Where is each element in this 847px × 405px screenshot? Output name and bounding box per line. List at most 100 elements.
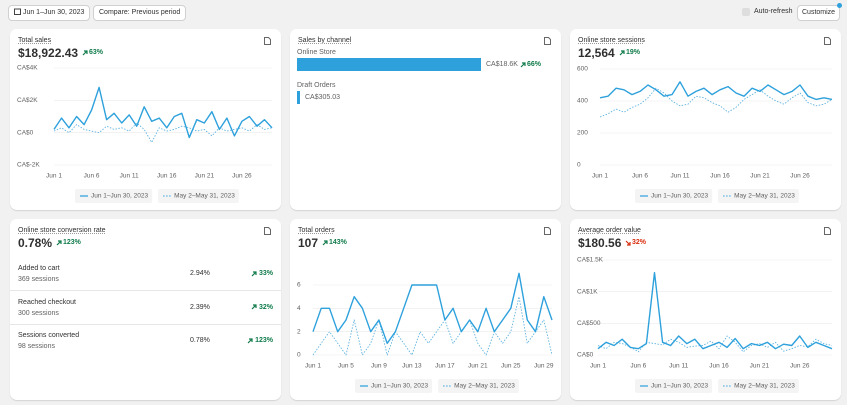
legend-label: May 2–May 31, 2023	[734, 383, 795, 390]
card-change: 32%	[632, 239, 647, 246]
x-tick-label: Jun 26	[790, 363, 810, 370]
row-sessions: 300 sessions	[18, 309, 59, 317]
card-value: $180.56	[578, 236, 622, 250]
row-rate: 2.94%	[190, 270, 210, 277]
date-range-text: Jun 1–Jun 30, 2023	[22, 9, 85, 16]
chart: CA$-2K CA$0 CA$2K CA$4K Jun 1 Jun 6 Jun 11 Jun …	[17, 65, 273, 203]
y-tick-label: 0	[297, 352, 301, 359]
trend-arrow	[251, 304, 257, 310]
trend-arrow	[520, 61, 526, 67]
legend-item: Jun 1–Jun 30, 2023	[75, 189, 153, 203]
channel-value: CA$18.6K	[486, 61, 518, 68]
customize-button[interactable]: Customize	[797, 5, 841, 21]
series-line	[312, 296, 553, 356]
card-title: Average order value	[578, 227, 641, 234]
card-title: Online store conversion rate	[18, 227, 106, 234]
export-icon	[824, 227, 831, 235]
row-label: Added to cart	[18, 265, 60, 272]
y-tick-label: CA$2K	[17, 97, 38, 104]
y-tick-label: CA$1.5K	[577, 257, 604, 264]
legend-item: Jun 1–Jun 30, 2023	[635, 189, 713, 203]
x-tick-label: Jun 9	[371, 363, 387, 370]
card-value: 12,564	[578, 46, 615, 60]
trend-arrow	[82, 50, 88, 56]
channel-bar	[297, 58, 481, 71]
x-tick-label: Jun 17	[435, 363, 455, 370]
card-title: Total orders	[298, 227, 335, 234]
card: Sales by channel Online Store CA$18.6K 66% D…	[290, 29, 561, 210]
legend-label: May 2–May 31, 2023	[454, 383, 515, 390]
trend-arrow	[625, 240, 631, 246]
arrow-shape	[56, 240, 62, 246]
x-tick-label: Jun 16	[710, 173, 730, 180]
chart: 0 200 400 600 Jun 1 Jun 6 Jun 11 Jun 16 Jun 21 Ju…	[577, 66, 833, 203]
export-icon	[544, 37, 551, 45]
x-tick-label: Jun 1	[305, 363, 321, 370]
card-title: Online store sessions	[578, 37, 645, 44]
legend-item: May 2–May 31, 2023	[718, 189, 799, 203]
legend-box	[718, 189, 799, 203]
y-tick-label: CA$0	[577, 352, 594, 359]
card: Total sales $18,922.43 63% CA$-2K CA$0 CA$2K C…	[10, 29, 281, 210]
x-tick-label: Jun 26	[790, 173, 810, 180]
arrow-shape	[251, 304, 257, 310]
legend-item: Jun 1–Jun 30, 2023	[635, 379, 713, 393]
icon-shape	[544, 227, 551, 235]
y-tick-label: 0	[577, 162, 581, 169]
legend-label: Jun 1–Jun 30, 2023	[91, 193, 148, 200]
compare-button[interactable]: Compare: Previous period	[93, 5, 187, 21]
row-divider	[10, 290, 281, 291]
legend-label: Jun 1–Jun 30, 2023	[651, 193, 708, 200]
arrow-shape	[625, 240, 631, 246]
x-tick-label: Jun 16	[709, 363, 729, 370]
arrow-shape	[322, 240, 328, 246]
card-change: 123%	[63, 239, 81, 246]
x-tick-label: Jun 5	[338, 363, 354, 370]
legend-label: May 2–May 31, 2023	[734, 193, 795, 200]
row-label: Reached checkout	[18, 298, 76, 306]
export-icon	[824, 37, 831, 45]
y-tick-label: 4	[297, 305, 301, 312]
icon-shape	[544, 37, 551, 45]
row-sessions: 98 sessions	[18, 343, 55, 350]
legend-box	[75, 189, 153, 203]
card: Total orders 107 143% 0 2 4 6 Jun 1 Jun 5 Jun 9 Ju…	[290, 219, 561, 400]
row-sessions: 369 sessions	[18, 276, 59, 283]
export-icon	[544, 227, 551, 235]
card-value: $18,922.43	[18, 46, 79, 60]
card: Average order value $180.56 32% CA$0 CA$500 C…	[570, 219, 841, 400]
series-line	[597, 272, 833, 350]
channel-name: Draft Orders	[297, 82, 336, 89]
x-tick-label: Jun 11	[120, 173, 139, 180]
x-tick-label: Jun 1	[592, 173, 608, 180]
trend-arrow	[247, 337, 253, 343]
legend-label: May 2–May 31, 2023	[174, 193, 235, 200]
x-tick-label: Jun 25	[501, 363, 521, 370]
x-tick-label: Jun 11	[669, 363, 688, 370]
x-tick-label: Jun 13	[402, 363, 422, 370]
trend-arrow	[56, 240, 62, 246]
x-tick-label: Jun 6	[84, 173, 100, 180]
series-line	[597, 335, 833, 353]
arrow-shape	[520, 61, 526, 67]
y-tick-label: 6	[297, 282, 301, 289]
chart: CA$0 CA$500 CA$1K CA$1.5K Jun 1 Jun 6 Jun 11 Ju…	[577, 257, 833, 393]
legend-box	[438, 379, 519, 393]
icon-shape	[824, 227, 831, 235]
channel-value: CA$305.03	[305, 94, 341, 101]
trend-arrow	[619, 50, 625, 56]
notification-dot	[837, 3, 842, 8]
card: Online store conversion rate 0.78% 123% Add…	[10, 219, 281, 400]
series-line	[53, 86, 273, 139]
y-tick-label: CA$4K	[17, 65, 38, 72]
channel-name: Online Store	[297, 49, 336, 56]
x-tick-label: Jun 11	[670, 173, 689, 180]
auto-refresh-checkbox[interactable]	[742, 8, 750, 16]
date-range-button[interactable]: Jun 1–Jun 30, 2023	[8, 5, 91, 21]
legend-item: May 2–May 31, 2023	[438, 379, 519, 393]
y-tick-label: CA$500	[577, 320, 601, 327]
arrow-shape	[619, 50, 625, 56]
y-tick-label: CA$0	[17, 129, 34, 136]
series-line	[599, 87, 833, 118]
legend-box	[718, 379, 799, 393]
